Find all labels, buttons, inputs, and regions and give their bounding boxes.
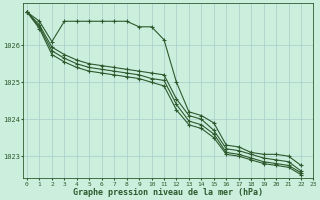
X-axis label: Graphe pression niveau de la mer (hPa): Graphe pression niveau de la mer (hPa)	[73, 188, 263, 197]
